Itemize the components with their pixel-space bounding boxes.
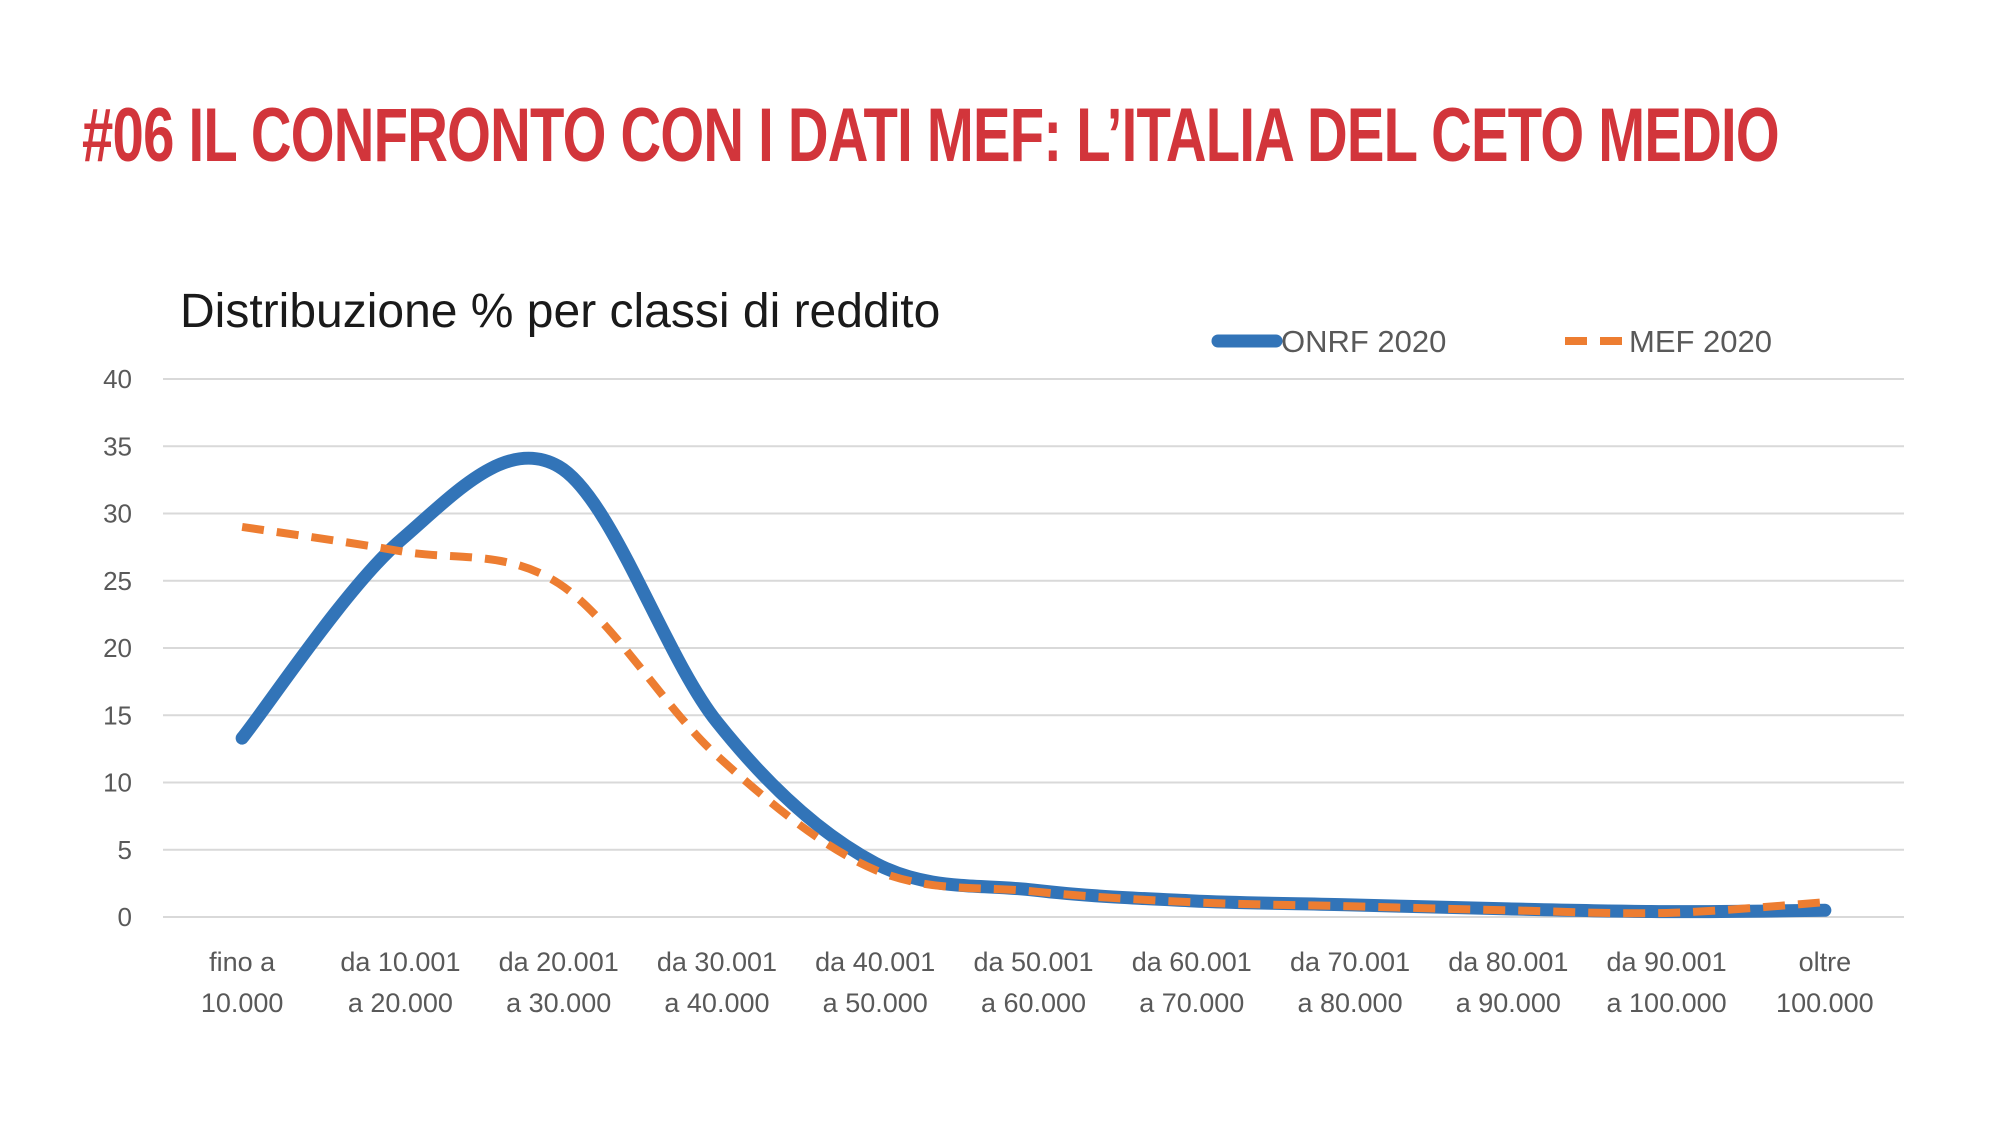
y-tick-label: 35 <box>103 431 132 461</box>
y-tick-label: 25 <box>103 566 132 596</box>
y-tick-label: 0 <box>118 902 132 932</box>
x-category-label: a 100.000 <box>1607 988 1727 1018</box>
x-category-label: a 20.000 <box>348 988 453 1018</box>
series-line-mef-2020 <box>241 522 1826 918</box>
x-category-label: a 60.000 <box>981 988 1086 1018</box>
x-axis: fino a 10.000 da 10.001 a 20.000 da 20.001 a … <box>201 947 1874 1018</box>
x-category-label: a 70.000 <box>1139 988 1244 1018</box>
y-tick-label: 5 <box>118 835 132 865</box>
x-category-label: a 90.000 <box>1456 988 1561 1018</box>
x-category-label: 100.000 <box>1776 988 1874 1018</box>
gridlines <box>163 378 1904 918</box>
y-axis: 0 5 10 15 20 25 30 35 40 <box>103 364 132 932</box>
slide-title: #06 Il confronto con i dati MEF: l’Itali… <box>82 93 1780 178</box>
y-tick-label: 40 <box>103 364 132 394</box>
x-category-label: da 60.001 <box>1132 947 1252 977</box>
x-category-label: a 30.000 <box>506 988 611 1018</box>
x-category-label: a 40.000 <box>664 988 769 1018</box>
y-tick-label: 20 <box>103 633 132 663</box>
x-category-label: da 20.001 <box>499 947 619 977</box>
x-category-label: da 70.001 <box>1290 947 1410 977</box>
x-category-label: da 50.001 <box>973 947 1093 977</box>
series-line-onrf-2020 <box>235 451 1832 919</box>
series-layer <box>235 451 1832 919</box>
x-category-label: a 80.000 <box>1297 988 1402 1018</box>
legend-label-mef: MEF 2020 <box>1629 324 1772 359</box>
x-category-label: fino a <box>209 947 276 977</box>
x-category-label: 10.000 <box>201 988 284 1018</box>
y-tick-label: 15 <box>103 700 132 730</box>
x-category-label: da 30.001 <box>657 947 777 977</box>
chart-title: Distribuzione % per classi di reddito <box>180 285 940 338</box>
legend: ONRF 2020 MEF 2020 <box>1211 324 1772 359</box>
x-category-label: a 50.000 <box>823 988 928 1018</box>
x-category-label: da 10.001 <box>340 947 460 977</box>
y-tick-label: 10 <box>103 768 132 798</box>
y-tick-label: 30 <box>103 499 132 529</box>
x-category-label: da 80.001 <box>1448 947 1568 977</box>
x-category-label: oltre <box>1799 947 1852 977</box>
legend-label-onrf: ONRF 2020 <box>1281 324 1446 359</box>
x-category-label: da 40.001 <box>815 947 935 977</box>
x-category-label: da 90.001 <box>1607 947 1727 977</box>
